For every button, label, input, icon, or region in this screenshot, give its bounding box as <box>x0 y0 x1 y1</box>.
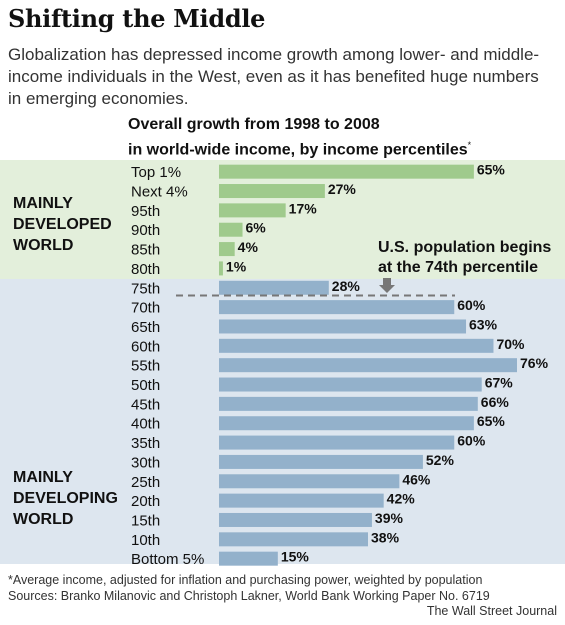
value-label: 38% <box>371 529 400 545</box>
value-label: 52% <box>426 452 455 468</box>
bar <box>219 454 423 469</box>
bar <box>219 319 467 334</box>
bar <box>219 435 455 450</box>
footnote-text: *Average income, adjusted for inflation … <box>8 573 483 587</box>
value-label: 15% <box>281 549 310 565</box>
bar <box>219 184 325 199</box>
category-label: Next 4% <box>131 184 188 201</box>
chart-heading: Overall growth from 1998 to 2008 in worl… <box>128 114 528 160</box>
bar <box>219 396 478 411</box>
value-label: 65% <box>477 413 506 429</box>
category-label: 30th <box>131 454 160 471</box>
bar <box>219 532 368 547</box>
bar <box>219 512 372 527</box>
value-label: 17% <box>289 200 318 216</box>
category-label: 25th <box>131 474 160 491</box>
source-text: Sources: Branko Milanovic and Christoph … <box>8 589 490 603</box>
developing-label-line2: DEVELOPING <box>13 490 118 507</box>
developed-world-label: MAINLY DEVELOPED WORLD <box>13 193 112 256</box>
value-label: 28% <box>332 278 361 294</box>
bar <box>219 280 329 295</box>
value-label: 66% <box>481 394 510 410</box>
publisher-credit: The Wall Street Journal <box>426 604 557 618</box>
value-label: 67% <box>485 375 514 391</box>
category-label: 50th <box>131 377 160 394</box>
category-label: 85th <box>131 242 160 259</box>
category-label: 10th <box>131 532 160 549</box>
bar <box>219 377 482 392</box>
chart-heading-line1: Overall growth from 1998 to 2008 <box>128 116 380 133</box>
value-label: 27% <box>328 181 357 197</box>
category-label: 90th <box>131 222 160 239</box>
chart-heading-line2: in world-wide income, by income percenti… <box>128 141 468 159</box>
category-label: 75th <box>131 280 160 297</box>
bar <box>219 358 517 373</box>
developing-label-line1: MAINLY <box>13 469 73 486</box>
value-label: 1% <box>226 258 247 274</box>
category-label: Top 1% <box>131 164 181 181</box>
category-label: 15th <box>131 512 160 529</box>
bar <box>219 300 455 315</box>
annotation-line2: at the 74th percentile <box>378 259 539 276</box>
category-label: 70th <box>131 300 160 317</box>
developed-label-line1: MAINLY <box>13 195 73 212</box>
bar <box>219 474 400 489</box>
us-population-annotation: U.S. population begins at the 74th perce… <box>378 238 558 278</box>
bar <box>219 242 235 257</box>
value-label: 6% <box>246 220 267 236</box>
down-arrow-icon <box>379 278 395 293</box>
value-label: 60% <box>457 433 486 449</box>
category-label: 65th <box>131 319 160 336</box>
developing-label-line3: WORLD <box>13 511 74 528</box>
bar <box>219 493 384 508</box>
developed-world-band <box>0 160 565 279</box>
category-label: 55th <box>131 358 160 375</box>
bar <box>219 203 286 218</box>
bars-layer: Top 1% 65% Next 4% 27% 95th 17% 90th 6% 85th 4% 80… <box>131 162 549 568</box>
chart-heading-footnote-mark: * <box>467 140 472 150</box>
category-label: 35th <box>131 435 160 452</box>
category-label: 45th <box>131 396 160 413</box>
bar <box>219 222 243 237</box>
category-label: Bottom 5% <box>131 551 204 568</box>
bar <box>219 416 474 431</box>
annotation-line1: U.S. population begins <box>378 239 552 256</box>
bar <box>219 338 494 353</box>
category-label: 40th <box>131 416 160 433</box>
value-label: 4% <box>238 239 259 255</box>
chart-title: Shifting the Middle <box>8 4 266 33</box>
value-label: 46% <box>402 471 431 487</box>
value-label: 76% <box>520 355 549 371</box>
developed-label-line2: DEVELOPED <box>13 216 112 233</box>
chart-subtitle: Globalization has depressed income growt… <box>8 45 540 108</box>
value-label: 60% <box>457 297 486 313</box>
bar <box>219 551 278 566</box>
bar <box>219 164 474 179</box>
bar <box>219 261 223 276</box>
value-label: 70% <box>496 336 525 352</box>
category-label: 20th <box>131 493 160 510</box>
category-label: 95th <box>131 203 160 220</box>
developed-label-line3: WORLD <box>13 237 74 254</box>
developing-world-label: MAINLY DEVELOPING WORLD <box>13 467 118 530</box>
footnote: *Average income, adjusted for inflation … <box>8 572 558 604</box>
category-label: 80th <box>131 261 160 278</box>
value-label: 42% <box>387 491 416 507</box>
value-label: 63% <box>469 316 498 332</box>
value-label: 39% <box>375 510 404 526</box>
category-label: 60th <box>131 338 160 355</box>
value-label: 65% <box>477 162 506 178</box>
